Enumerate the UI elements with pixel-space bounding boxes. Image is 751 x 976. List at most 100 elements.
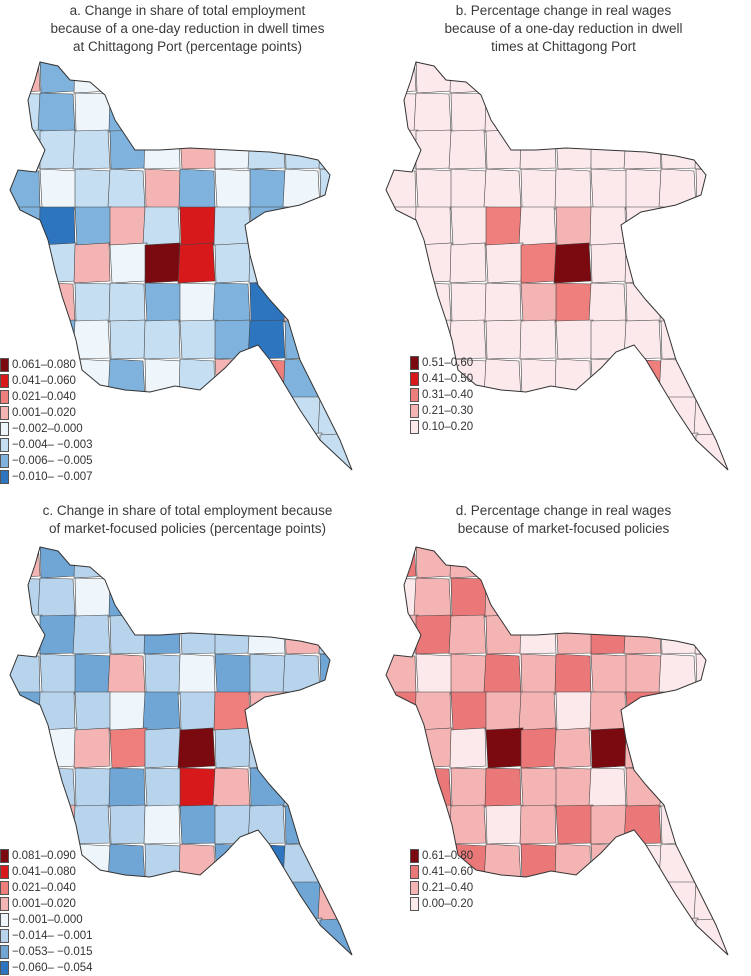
district-region: [625, 767, 663, 808]
legend-swatch: [0, 929, 9, 943]
district-region: [10, 206, 42, 246]
district-region: [483, 168, 522, 210]
district-region: [694, 129, 728, 170]
district-region: [694, 804, 728, 845]
district-region: [589, 206, 627, 246]
district-region: [450, 577, 488, 618]
district-region: [283, 767, 321, 808]
district-region: [214, 242, 252, 284]
legend-label: −0.014– −0.001: [12, 930, 93, 942]
district-region: [109, 547, 148, 579]
district-region: [317, 691, 352, 731]
district-region: [483, 843, 522, 885]
district-region: [319, 727, 352, 769]
legend-swatch: [0, 865, 9, 879]
panel-c-legend: 0.081–0.090 0.041–0.080 0.021–0.040 0.001–0…: [0, 848, 93, 976]
district-region: [319, 168, 352, 210]
district-region: [10, 62, 41, 94]
district-region: [520, 653, 558, 695]
district-region: [179, 206, 217, 246]
district-region: [520, 92, 559, 133]
legend-label: 0.00–0.20: [422, 898, 474, 910]
panel-d-map: [385, 546, 729, 956]
district-region: [249, 843, 286, 885]
district-region: [695, 432, 728, 470]
district-region: [448, 129, 487, 170]
district-region: [142, 396, 181, 436]
district-region: [485, 319, 523, 360]
district-region: [625, 358, 662, 400]
district-region: [590, 242, 628, 284]
district-region: [72, 614, 111, 655]
country-outline: [9, 546, 353, 956]
district-region: [179, 767, 216, 808]
district-region: [518, 396, 557, 436]
district-region: [213, 881, 251, 921]
district-region: [623, 804, 662, 845]
district-region: [695, 727, 728, 769]
district-region: [39, 168, 78, 210]
district-region: [555, 282, 592, 323]
district-region: [450, 691, 489, 731]
district-region: [484, 577, 522, 618]
district-region: [520, 917, 557, 955]
legend-swatch: [0, 881, 9, 895]
legend-item: 0.061–0.080: [0, 357, 93, 373]
district-region: [695, 358, 728, 400]
legend-swatch: [410, 372, 419, 386]
district-region: [450, 92, 488, 133]
panel-b-title-line: times at Chittagong Port: [491, 39, 636, 54]
district-region: [144, 653, 182, 695]
district-region: [319, 358, 352, 400]
district-region: [249, 691, 288, 731]
legend-swatch: [0, 358, 9, 372]
district-region: [142, 691, 181, 731]
country-outline: [385, 546, 729, 956]
district-region: [38, 691, 76, 731]
district-region: [214, 917, 252, 955]
district-region: [415, 319, 452, 360]
district-region: [415, 242, 453, 284]
district-region: [386, 242, 417, 284]
district-region: [450, 767, 488, 808]
district-region: [318, 319, 352, 360]
district-region: [415, 168, 454, 210]
panel-a-title-line: a. Change in share of total employment: [69, 3, 306, 18]
district-region: [590, 62, 628, 94]
district-region: [319, 843, 352, 885]
district-region: [179, 396, 217, 436]
legend-label: 0.061–0.080: [12, 359, 76, 371]
district-region: [590, 547, 628, 579]
district-region: [660, 614, 698, 655]
district-region: [625, 206, 664, 246]
district-region: [177, 547, 216, 579]
district-region: [624, 432, 662, 470]
district-region: [212, 92, 251, 133]
district-region: [485, 547, 524, 579]
panel-c-title-line: c. Change in share of total employment b…: [42, 503, 333, 518]
legend-swatch: [0, 454, 9, 468]
district-region: [485, 62, 524, 94]
district-region: [10, 92, 41, 133]
district-region: [284, 62, 323, 94]
district-region: [144, 62, 181, 94]
district-region: [658, 168, 697, 210]
district-region: [109, 206, 146, 246]
district-region: [10, 242, 41, 284]
district-region: [179, 319, 218, 360]
district-region: [10, 767, 41, 808]
district-region: [107, 843, 146, 885]
district-region: [109, 727, 148, 769]
legend-label: 0.51–0.60: [422, 357, 474, 369]
district-region: [143, 319, 181, 360]
district-region: [73, 242, 111, 284]
district-region: [590, 653, 629, 695]
district-region: [695, 547, 728, 579]
legend-item: 0.61–0.80: [410, 848, 473, 864]
district-region: [483, 653, 522, 695]
district-region: [485, 727, 524, 769]
district-region: [109, 319, 147, 360]
legend-label: 0.081–0.090: [12, 850, 76, 862]
district-region: [660, 206, 697, 246]
district-region: [413, 577, 452, 618]
